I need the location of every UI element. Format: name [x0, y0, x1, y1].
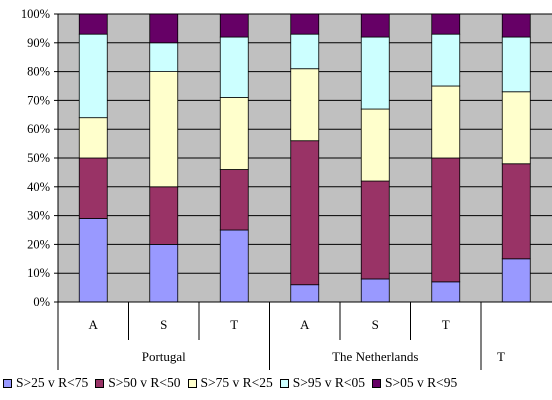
- y-tick-label: 60%: [27, 122, 50, 136]
- bar-segment: [290, 140, 320, 286]
- x-group-label: Portugal: [142, 349, 186, 364]
- y-tick-label: 10%: [27, 266, 50, 280]
- x-category-label: S: [160, 317, 167, 332]
- bar-segment: [78, 157, 108, 219]
- bar-segment: [78, 117, 108, 159]
- bar-segment: [360, 108, 390, 182]
- y-axis: 0% 10% 20% 30% 40% 50% 60% 70% 80% 90% 100%: [21, 7, 59, 309]
- x-category-label: T: [442, 317, 450, 332]
- bar-segment: [78, 33, 108, 119]
- bar-segment: [431, 85, 461, 159]
- bar-segment: [431, 13, 461, 35]
- y-tick-label: 50%: [27, 151, 50, 165]
- legend: S>25 v R<75 S>50 v R<50 S>75 v R<25 S>95 v …: [0, 372, 552, 394]
- bar-segment: [219, 97, 249, 170]
- legend-label: S>50 v R<50: [108, 375, 181, 390]
- bar-segment: [290, 33, 320, 70]
- bar-segment: [78, 13, 108, 35]
- x-group-label: The Netherlands: [332, 349, 418, 364]
- bar-segment: [290, 284, 320, 303]
- y-tick-label: 100%: [21, 7, 50, 21]
- legend-swatch: [372, 378, 381, 388]
- y-tick-label: 30%: [27, 209, 50, 223]
- x-category-label: S: [372, 317, 379, 332]
- legend-swatch: [187, 378, 197, 388]
- bar-segment: [360, 13, 390, 38]
- bar-segment: [431, 157, 461, 283]
- legend-item: S>75 v R<25: [187, 375, 273, 391]
- legend-label: S>75 v R<25: [200, 375, 273, 390]
- y-tick-label: 80%: [27, 65, 50, 79]
- y-tick-label: 40%: [27, 180, 50, 194]
- legend-label: S>05 v R<95: [385, 375, 458, 390]
- bar-segment: [501, 163, 531, 260]
- legend-swatch: [279, 378, 289, 388]
- bar-segment: [360, 180, 390, 280]
- x-axis: A S T Portugal A S T The Netherlands T: [57, 301, 552, 370]
- y-tick-label: 20%: [27, 237, 50, 251]
- legend-item: S>50 v R<50: [95, 375, 181, 391]
- legend-swatch: [95, 378, 105, 388]
- legend-label: S>25 v R<75: [16, 375, 89, 390]
- bar-segment: [149, 186, 179, 245]
- bar-segment: [149, 13, 179, 44]
- bar-segment: [149, 71, 179, 188]
- bar-segment: [501, 258, 531, 303]
- bar-segment: [78, 218, 108, 303]
- bar-segment: [501, 91, 531, 165]
- bar-segment: [501, 36, 531, 93]
- bar-segment: [431, 33, 461, 87]
- legend-item: S>95 v R<05: [279, 375, 365, 391]
- bar-segment: [360, 278, 390, 303]
- bar-segment: [219, 13, 249, 38]
- x-category-label: A: [89, 317, 99, 332]
- bars: [78, 13, 531, 303]
- x-category-label: A: [300, 317, 310, 332]
- legend-item: S>05 v R<95: [372, 375, 457, 391]
- bar-segment: [149, 42, 179, 72]
- x-category-label: T: [230, 317, 238, 332]
- y-tick-label: 0%: [33, 295, 50, 309]
- stacked-bar-chart: 0% 10% 20% 30% 40% 50% 60% 70% 80% 90% 100% A S T Por…: [21, 7, 552, 370]
- bar-segment: [149, 243, 179, 303]
- legend-swatch: [3, 378, 12, 388]
- bar-segment: [290, 13, 320, 35]
- bar-segment: [219, 169, 249, 231]
- legend-item: S>25 v R<75: [3, 375, 88, 391]
- y-tick-label: 70%: [27, 93, 50, 107]
- bar-segment: [501, 13, 531, 38]
- bar-segment: [360, 36, 390, 110]
- legend-label: S>95 v R<05: [292, 375, 365, 390]
- bar-segment: [219, 229, 249, 303]
- x-group-label: T: [497, 349, 505, 364]
- bar-segment: [219, 36, 249, 98]
- y-tick-label: 90%: [27, 36, 50, 50]
- bar-segment: [431, 281, 461, 303]
- bar-segment: [290, 68, 320, 142]
